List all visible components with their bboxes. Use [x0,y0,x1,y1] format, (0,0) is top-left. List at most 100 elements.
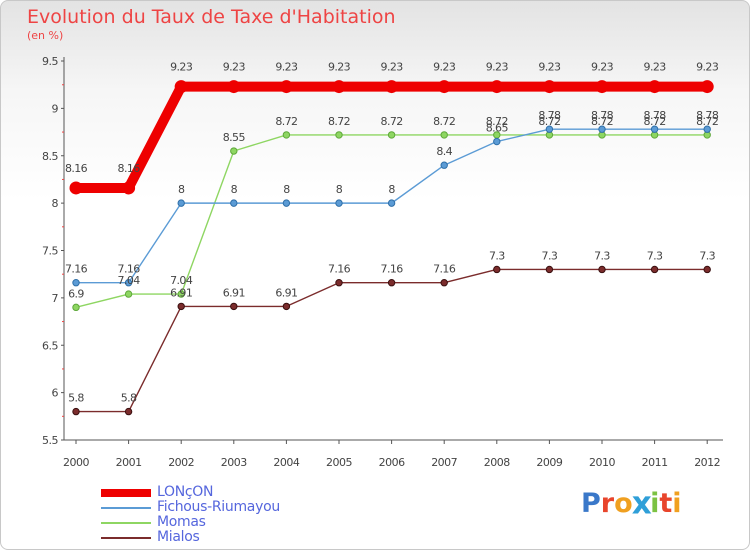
series-0-point-9 [542,80,556,94]
proxiti-logo: Proxiti [581,485,682,522]
series-0-label-0: 8.16 [65,162,88,175]
series-2-label-8: 8.72 [486,115,508,128]
series-1-label-7: 8.4 [436,145,452,158]
series-0-label-3: 9.23 [223,61,246,74]
series-1-point-3 [230,199,238,207]
series-2-label-5: 8.72 [328,115,350,128]
series-0-label-6: 9.23 [381,61,404,74]
x-tick-label-12: 2012 [694,456,720,469]
series-1-point-2 [177,199,185,207]
x-tick-label-4: 2004 [273,456,299,469]
series-3-label-3: 6.91 [223,286,245,299]
series-3-point-11 [650,265,659,274]
series-0-point-4 [279,80,293,94]
series-3-point-5 [335,279,343,287]
series-0-point-7 [437,80,451,94]
series-0-label-4: 9.23 [275,61,298,74]
chart-title: Evolution du Taux de Taxe d'Habitation [27,6,396,28]
series-1-label-6: 8 [388,183,395,196]
series-3-point-3 [230,302,238,311]
series-3-label-11: 7.3 [647,249,663,262]
series-1-point-11 [650,125,659,133]
series-3-label-9: 7.3 [542,249,558,262]
series-3-point-4 [282,302,291,311]
legend-label-2: Momas [157,514,206,530]
series-3-point-12 [703,265,711,274]
y-tick-label-5: 8 [52,197,59,210]
series-3-point-1 [124,407,133,416]
series-2-label-7: 8.72 [433,115,455,128]
legend-label-3: Mialos [157,529,200,545]
legend-label-1: Fichous-Riumayou [157,499,280,515]
y-tick-label-6: 8.5 [42,150,58,163]
legend-swatch-2 [101,522,151,524]
series-2-point-0 [72,303,80,312]
series-3-point-10 [598,265,606,274]
series-2-label-4: 8.72 [275,115,297,128]
series-2-point-3 [230,147,238,155]
series-1-label-3: 8 [231,183,238,196]
series-0-label-11: 9.23 [644,61,667,74]
series-0-label-12: 9.23 [696,61,719,74]
series-0-label-2: 9.23 [170,61,193,74]
series-0-point-11 [648,80,662,94]
y-tick-label-7: 9 [52,102,59,115]
series-1-point-5 [335,199,343,207]
series-3-point-7 [440,279,448,287]
series-1-point-0 [72,279,80,287]
series-3-label-2: 6.91 [170,286,192,299]
series-1-label-4: 8 [283,183,290,196]
series-2-point-2 [177,290,185,298]
y-tick-label-2: 6.5 [42,339,58,352]
series-2-label-9: 8.72 [538,115,560,128]
series-1-label-0: 7.16 [65,263,88,276]
series-1-label-8: 8.65 [486,122,509,135]
series-2-point-6 [387,131,396,139]
x-tick-label-3: 2003 [221,456,247,469]
series-2-label-1: 7.04 [118,274,141,287]
x-tick-label-9: 2009 [536,456,562,469]
x-tick-label-6: 2006 [379,456,405,469]
series-1-point-8 [493,137,501,146]
series-1-point-7 [440,161,448,169]
series-0-label-1: 8.16 [118,162,141,175]
legend-swatch-1 [101,507,151,509]
series-0-label-7: 9.23 [433,61,456,74]
series-3-label-1: 5.8 [121,392,137,405]
series-3-label-12: 7.3 [699,249,715,262]
series-0-point-3 [227,80,241,94]
series-0-label-9: 9.23 [538,61,561,74]
series-3-label-7: 7.16 [433,263,456,276]
series-1-point-1 [124,279,133,287]
series-2-label-0: 6.9 [68,287,84,300]
x-tick-label-11: 2011 [642,456,668,469]
series-1-label-12: 8.78 [696,109,719,122]
y-tick-label-3: 7 [52,292,59,305]
series-1-label-2: 8 [178,183,185,196]
series-1-label-1: 7.16 [118,263,141,276]
series-3-label-6: 7.16 [381,263,404,276]
series-0-label-5: 9.23 [328,61,351,74]
y-tick-label-4: 7.5 [42,245,58,258]
series-1-label-9: 8.78 [538,109,561,122]
legend-swatch-0 [101,489,151,497]
series-0-point-2 [174,80,188,94]
x-tick-label-8: 2008 [484,456,510,469]
series-0-point-5 [332,80,346,94]
series-3-label-4: 6.91 [275,286,297,299]
y-tick-label-8: 9.5 [42,55,58,68]
y-tick-label-0: 5.5 [42,434,58,447]
series-3-point-8 [493,265,501,274]
series-3-label-8: 7.3 [489,249,505,262]
series-0-point-6 [385,80,399,94]
series-2-point-5 [335,131,343,139]
series-2-point-4 [282,131,291,139]
series-1-label-5: 8 [336,183,343,196]
series-0-point-10 [595,80,609,94]
x-tick-label-1: 2001 [116,456,142,469]
series-2-point-1 [124,290,133,298]
series-3-point-9 [545,265,554,274]
series-2-point-7 [440,131,448,139]
series-1-label-11: 8.78 [644,109,667,122]
